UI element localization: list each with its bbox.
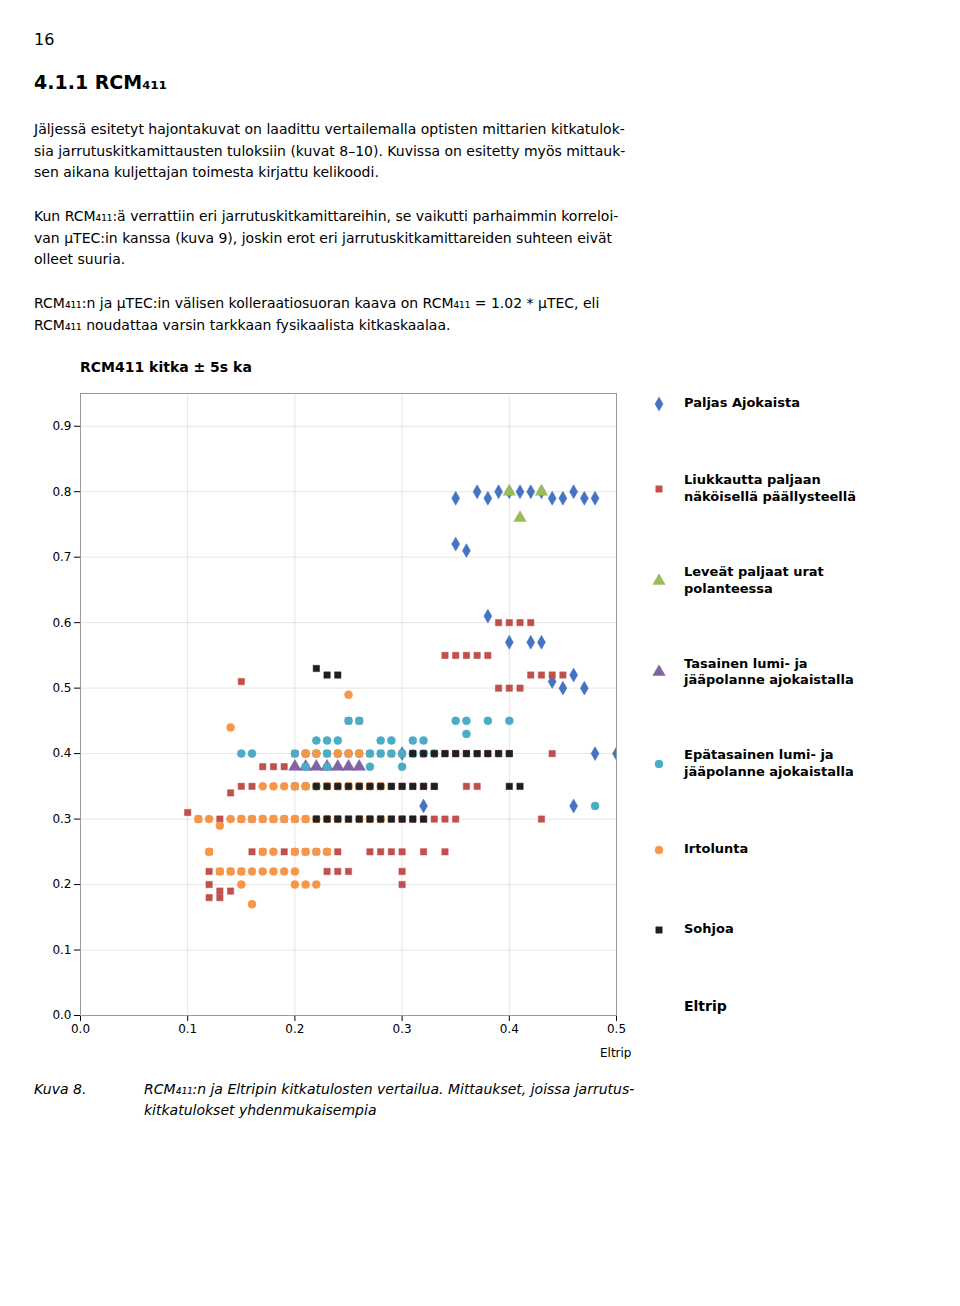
html-text:Sohjoa: Sohjoa xyxy=(684,921,734,937)
html-text:Kuva 8.: Kuva 8. xyxy=(34,1080,87,1097)
svg-text:0.1: 0.1 xyxy=(52,942,71,956)
html-text:Paljas Ajokaista: Paljas Ajokaista xyxy=(684,395,800,410)
html-text:Tasainen lumi- ja jääpolanne a: Tasainen lumi- ja jääpolanne ajokaistall… xyxy=(684,655,854,688)
html-text:RCM411 kitka ± 5s ka: RCM411 kitka ± 5s ka xyxy=(80,358,252,375)
svg-text:0.4: 0.4 xyxy=(52,746,71,760)
html-text:Irtolunta: Irtolunta xyxy=(684,841,749,857)
html-text:Eltrip: Eltrip xyxy=(684,998,727,1015)
html-text:16: 16 xyxy=(34,30,55,49)
html-text:Jäljessä esitetyt hajontakuvat: Jäljessä esitetyt hajontakuvat on laadit… xyxy=(34,121,626,181)
svg-text:0.8: 0.8 xyxy=(52,484,71,498)
svg-text:0.6: 0.6 xyxy=(52,615,71,629)
svg-text:0.0: 0.0 xyxy=(52,1008,71,1022)
svg-text:0.1: 0.1 xyxy=(178,1022,197,1036)
svg-text:0.3: 0.3 xyxy=(52,811,71,825)
svg-text:0.7: 0.7 xyxy=(52,550,71,564)
svg-text:0.4: 0.4 xyxy=(500,1022,519,1036)
svg-text:Eltrip: Eltrip xyxy=(600,1045,632,1059)
svg-text:0.3: 0.3 xyxy=(393,1022,412,1036)
svg-text:0.2: 0.2 xyxy=(285,1022,304,1036)
html-text:RCM₄₁₁:n ja μTEC:in välisen ko: RCM₄₁₁:n ja μTEC:in välisen kolleraatios… xyxy=(34,295,600,333)
svg-text:0.5: 0.5 xyxy=(607,1022,626,1036)
html-text:RCM₄₁₁:n ja Eltripin kitkatulo: RCM₄₁₁:n ja Eltripin kitkatulosten verta… xyxy=(144,1080,635,1119)
html-text:Kun RCM₄₁₁:ä verrattiin eri ja: Kun RCM₄₁₁:ä verrattiin eri jarrutuskitk… xyxy=(34,208,619,268)
html-text:Liukkautta paljaan näköisellä: Liukkautta paljaan näköisellä päällystee… xyxy=(684,472,856,505)
svg-text:0.9: 0.9 xyxy=(52,419,71,433)
html-text:Epätasainen lumi- ja jääpolann: Epätasainen lumi- ja jääpolanne ajokaist… xyxy=(684,747,854,779)
html-text:4.1.1 RCM₄₁₁: 4.1.1 RCM₄₁₁ xyxy=(34,71,168,93)
svg-text:0.0: 0.0 xyxy=(71,1022,90,1036)
svg-text:0.5: 0.5 xyxy=(52,680,71,694)
html-text:Leveät paljaat urat polanteess: Leveät paljaat urat polanteessa xyxy=(684,563,824,596)
svg-text:0.2: 0.2 xyxy=(52,877,71,891)
